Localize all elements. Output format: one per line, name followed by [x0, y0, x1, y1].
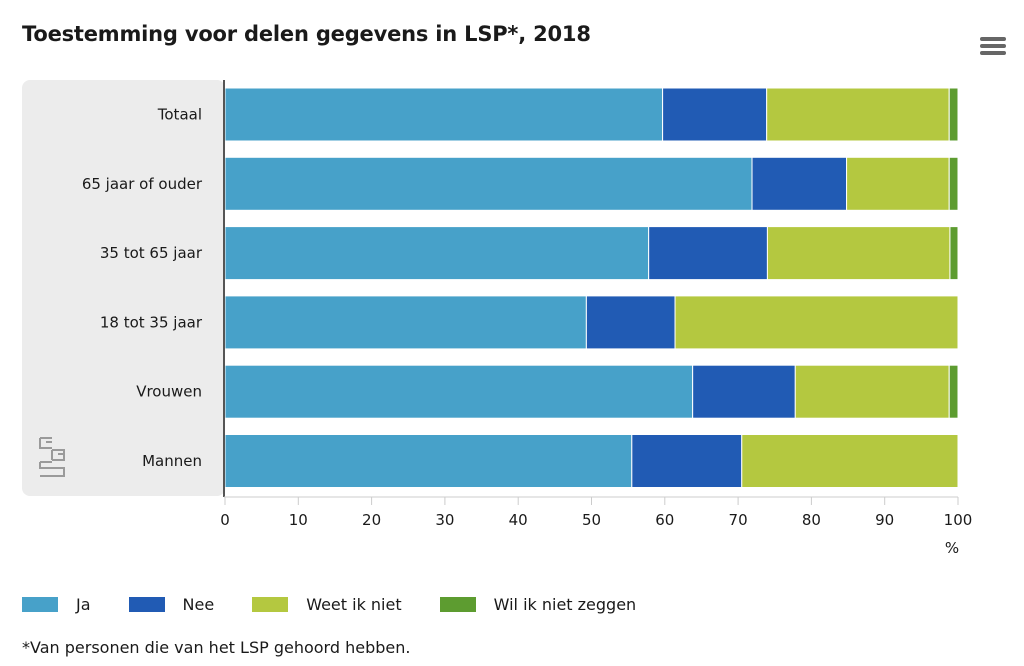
bar-segment[interactable] [948, 87, 959, 142]
x-tick-label: 100 [944, 511, 973, 529]
category-label: 65 jaar of ouder [82, 175, 203, 193]
bar-segment[interactable] [224, 295, 587, 350]
bar-segment[interactable] [674, 295, 959, 350]
bar-segment[interactable] [692, 364, 796, 419]
x-tick-label: 70 [729, 511, 748, 529]
bar-segment[interactable] [846, 156, 950, 211]
category-label: Mannen [142, 452, 202, 470]
legend-label: Ja [76, 595, 91, 614]
legend-swatch [439, 597, 476, 612]
category-label: Totaal [157, 106, 202, 124]
bar-segment[interactable] [662, 87, 768, 142]
bar-segment[interactable] [585, 295, 676, 350]
category-label: Vrouwen [136, 383, 202, 401]
chart-title: Toestemming voor delen gegevens in LSP*,… [22, 22, 591, 46]
bar-segment[interactable] [948, 156, 959, 211]
legend-swatch [128, 597, 165, 612]
bar-segment[interactable] [741, 434, 959, 488]
legend-swatch [252, 597, 289, 612]
stacked-bar-chart: Totaal 65 jaar of ouder 35 tot 65 jaar 18 t… [22, 80, 973, 557]
category-label: 18 tot 35 jaar [100, 313, 203, 331]
x-tick-label: 30 [435, 511, 454, 529]
bar-segment[interactable] [794, 364, 950, 419]
bar-segment[interactable] [948, 364, 959, 419]
x-tick-label: 20 [362, 511, 381, 529]
cbs-logo-icon [39, 437, 65, 477]
legend-label: Wil ik niet zeggen [493, 595, 637, 614]
legend-item[interactable]: Wil ik niet zeggen [439, 595, 637, 614]
x-axis-label: % [945, 539, 959, 557]
category-panel [22, 80, 225, 496]
legend: Ja Nee Weet ik niet Wil ik niet zeggen [22, 595, 674, 614]
category-label: 35 tot 65 jaar [100, 244, 203, 262]
x-tick-label: 90 [875, 511, 894, 529]
x-tick-label: 10 [289, 511, 308, 529]
bar-segment[interactable] [631, 434, 743, 488]
legend-item[interactable]: Nee [128, 595, 215, 614]
bar-segment[interactable] [224, 226, 650, 281]
bar-segment[interactable] [224, 156, 753, 211]
bar-segment[interactable] [766, 226, 951, 281]
legend-item[interactable]: Weet ik niet [252, 595, 402, 614]
x-tick-label: 60 [655, 511, 674, 529]
bar-segment[interactable] [224, 87, 664, 142]
x-tick-label: 80 [802, 511, 821, 529]
legend-swatch [22, 597, 58, 612]
bar-segment[interactable] [648, 226, 768, 281]
legend-item[interactable]: Ja [22, 595, 91, 614]
bar-segment[interactable] [224, 434, 633, 488]
hamburger-menu-icon[interactable] [980, 37, 1006, 59]
footnote: *Van personen die van het LSP gehoord he… [22, 638, 411, 657]
legend-label: Nee [182, 595, 215, 614]
x-tick-label: 0 [220, 511, 230, 529]
bar-segment[interactable] [751, 156, 848, 211]
legend-label: Weet ik niet [306, 595, 402, 614]
bar-segment[interactable] [224, 364, 694, 419]
bar-segment[interactable] [949, 226, 959, 281]
x-tick-label: 50 [582, 511, 601, 529]
x-tick-label: 40 [509, 511, 528, 529]
bar-segment[interactable] [766, 87, 950, 142]
